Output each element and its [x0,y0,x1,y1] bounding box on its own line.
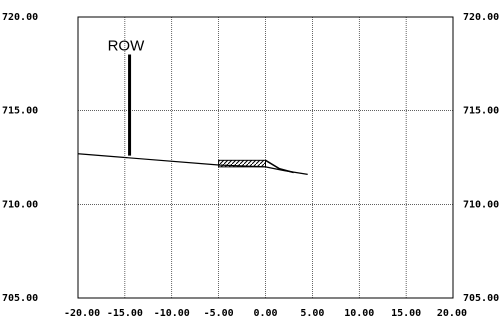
ground-profile-line [77,153,308,175]
x-tick-label: -5.00 [204,308,234,319]
x-axis-ticks: -20.00 -15.00 -10.00 -5.00 0.00 5.00 10.00 15.0… [64,308,467,319]
profile-marks [77,54,308,175]
row-label: ROW [108,37,146,54]
x-tick-label: 5.00 [300,308,324,319]
y-tick-label-left: 710.00 [2,199,38,210]
x-tick-label: 15.00 [391,308,421,319]
y-axis-right-ticks: 720.00 715.00 710.00 705.00 [463,12,499,304]
y-axis-left-ticks: 720.00 715.00 710.00 705.00 [2,12,38,304]
x-tick-label: 0.00 [253,308,277,319]
y-tick-label-right: 720.00 [463,12,499,23]
grid-lines [78,17,453,298]
y-tick-label-right: 705.00 [463,293,499,304]
hatched-pavement-block [218,159,266,168]
y-tick-label-right: 710.00 [463,199,499,210]
y-tick-label-left: 715.00 [2,106,38,117]
x-tick-label: -10.00 [154,308,190,319]
x-tick-label: 20.00 [437,308,467,319]
x-tick-label: -20.00 [64,308,100,319]
y-tick-label-left: 705.00 [2,293,38,304]
x-tick-label: 10.00 [344,308,374,319]
sloped-shoulder-line [265,159,294,174]
y-tick-label-left: 720.00 [2,12,38,23]
x-tick-label: -15.00 [107,308,143,319]
y-tick-label-right: 715.00 [463,106,499,117]
